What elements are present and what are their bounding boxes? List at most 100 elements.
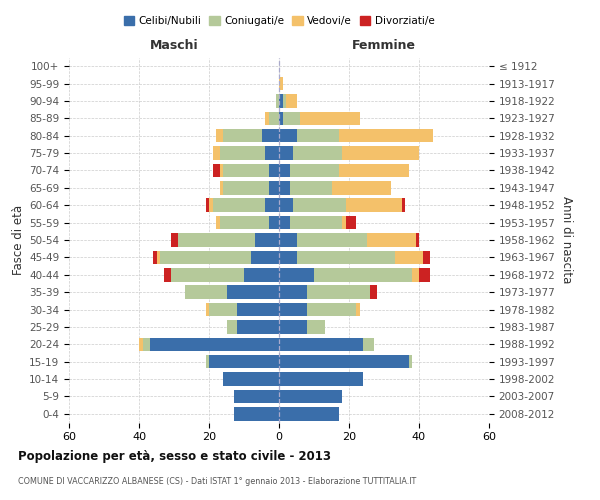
Text: Femmine: Femmine bbox=[352, 40, 416, 52]
Bar bbox=[265, 112, 269, 125]
Bar bbox=[279, 372, 363, 386]
Bar bbox=[139, 338, 143, 351]
Bar bbox=[205, 355, 209, 368]
Bar bbox=[237, 320, 279, 334]
Bar bbox=[170, 233, 178, 247]
Bar bbox=[223, 372, 279, 386]
Bar bbox=[279, 233, 296, 247]
Bar bbox=[395, 250, 422, 264]
Bar bbox=[279, 268, 314, 281]
Bar bbox=[279, 146, 293, 160]
Bar bbox=[220, 216, 269, 230]
Bar bbox=[212, 146, 220, 160]
Bar bbox=[220, 164, 223, 177]
Bar bbox=[279, 216, 290, 230]
Bar bbox=[307, 302, 356, 316]
Bar bbox=[290, 164, 338, 177]
Bar bbox=[233, 407, 279, 420]
Bar bbox=[244, 268, 279, 281]
Bar bbox=[307, 320, 325, 334]
Bar bbox=[209, 198, 212, 212]
Bar bbox=[419, 268, 430, 281]
Bar bbox=[205, 198, 209, 212]
Bar bbox=[216, 129, 223, 142]
Bar bbox=[279, 407, 338, 420]
Bar bbox=[178, 233, 254, 247]
Bar bbox=[296, 129, 338, 142]
Bar bbox=[279, 355, 409, 368]
Bar bbox=[296, 233, 367, 247]
Bar bbox=[293, 198, 346, 212]
Bar bbox=[233, 390, 279, 403]
Bar bbox=[293, 146, 342, 160]
Bar bbox=[170, 268, 244, 281]
Bar bbox=[227, 286, 279, 299]
Bar bbox=[149, 338, 279, 351]
Bar bbox=[265, 146, 279, 160]
Bar bbox=[422, 250, 430, 264]
Bar bbox=[338, 164, 409, 177]
Bar bbox=[279, 198, 293, 212]
Bar bbox=[279, 250, 296, 264]
Bar bbox=[331, 181, 391, 194]
Bar bbox=[412, 268, 419, 281]
Bar bbox=[415, 233, 419, 247]
Text: COMUNE DI VACCARIZZO ALBANESE (CS) - Dati ISTAT 1° gennaio 2013 - Elaborazione T: COMUNE DI VACCARIZZO ALBANESE (CS) - Dat… bbox=[18, 478, 416, 486]
Bar bbox=[275, 94, 279, 108]
Bar bbox=[283, 94, 286, 108]
Bar bbox=[363, 338, 373, 351]
Bar bbox=[290, 216, 342, 230]
Bar bbox=[296, 250, 395, 264]
Bar bbox=[157, 250, 160, 264]
Bar bbox=[265, 198, 279, 212]
Bar bbox=[279, 390, 342, 403]
Bar bbox=[269, 164, 279, 177]
Bar bbox=[209, 302, 237, 316]
Bar bbox=[223, 164, 269, 177]
Bar bbox=[409, 355, 412, 368]
Bar bbox=[279, 320, 307, 334]
Bar bbox=[269, 112, 279, 125]
Bar bbox=[269, 216, 279, 230]
Bar bbox=[342, 216, 346, 230]
Bar bbox=[300, 112, 359, 125]
Bar bbox=[205, 302, 209, 316]
Bar bbox=[262, 129, 279, 142]
Bar bbox=[153, 250, 157, 264]
Bar bbox=[223, 181, 269, 194]
Bar bbox=[283, 112, 300, 125]
Bar bbox=[346, 198, 401, 212]
Bar bbox=[290, 181, 331, 194]
Bar bbox=[370, 286, 377, 299]
Bar bbox=[314, 268, 412, 281]
Bar bbox=[279, 164, 290, 177]
Bar bbox=[367, 233, 415, 247]
Bar bbox=[279, 338, 363, 351]
Bar bbox=[307, 286, 370, 299]
Y-axis label: Fasce di età: Fasce di età bbox=[12, 205, 25, 275]
Bar bbox=[279, 181, 290, 194]
Bar bbox=[143, 338, 149, 351]
Bar bbox=[401, 198, 405, 212]
Bar bbox=[279, 94, 283, 108]
Bar bbox=[279, 112, 283, 125]
Bar bbox=[209, 355, 279, 368]
Bar bbox=[251, 250, 279, 264]
Bar bbox=[279, 77, 283, 90]
Bar bbox=[338, 129, 433, 142]
Bar bbox=[356, 302, 359, 316]
Bar bbox=[185, 286, 227, 299]
Text: Maschi: Maschi bbox=[149, 40, 199, 52]
Bar bbox=[212, 198, 265, 212]
Bar bbox=[216, 216, 220, 230]
Bar bbox=[220, 181, 223, 194]
Text: Popolazione per età, sesso e stato civile - 2013: Popolazione per età, sesso e stato civil… bbox=[18, 450, 331, 463]
Bar bbox=[342, 146, 419, 160]
Bar bbox=[279, 129, 296, 142]
Bar bbox=[279, 286, 307, 299]
Legend: Celibi/Nubili, Coniugati/e, Vedovi/e, Divorziati/e: Celibi/Nubili, Coniugati/e, Vedovi/e, Di… bbox=[119, 12, 439, 30]
Bar bbox=[346, 216, 356, 230]
Bar bbox=[223, 129, 262, 142]
Bar bbox=[163, 268, 170, 281]
Bar bbox=[286, 94, 296, 108]
